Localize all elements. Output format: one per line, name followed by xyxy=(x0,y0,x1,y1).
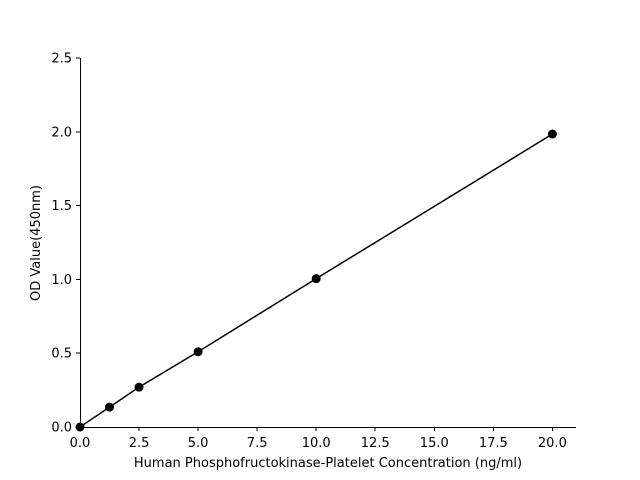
x-tick-label: 0.0 xyxy=(70,436,91,451)
y-tick-label: 2.5 xyxy=(51,52,72,67)
series-line xyxy=(79,133,553,428)
data-point xyxy=(134,382,144,392)
x-tick-label: 12.5 xyxy=(361,436,390,451)
data-point xyxy=(193,347,203,357)
data-point xyxy=(547,129,557,139)
series-lines xyxy=(79,133,553,428)
data-point xyxy=(311,274,321,284)
x-tick-label: 15.0 xyxy=(420,436,449,451)
x-tick-label: 17.5 xyxy=(479,436,508,451)
x-tick-label: 5.0 xyxy=(188,436,209,451)
y-tick-label: 0.0 xyxy=(51,421,72,436)
y-tick-label: 1.0 xyxy=(51,273,72,288)
x-tick-label: 20.0 xyxy=(538,436,567,451)
y-axis-label: OD Value(450nm) xyxy=(29,185,44,301)
data-point xyxy=(75,422,85,432)
y-tick-label: 0.5 xyxy=(51,347,72,362)
x-tick-label: 7.5 xyxy=(247,436,268,451)
y-axis-ticks: 0.0 0.5 1.0 1.5 2.0 2.5 xyxy=(51,52,80,436)
data-point xyxy=(105,402,115,412)
y-tick-label: 2.0 xyxy=(51,125,72,140)
x-tick-label: 2.5 xyxy=(129,436,150,451)
x-axis-label: Human Phosphofructokinase-Platelet Conce… xyxy=(134,456,522,471)
y-tick-label: 1.5 xyxy=(51,199,72,214)
x-axis-ticks: 0.0 2.5 5.0 7.5 10.0 12.5 15.0 17.5 20.0 xyxy=(70,427,567,451)
series-points xyxy=(75,129,557,432)
x-tick-label: 10.0 xyxy=(302,436,331,451)
